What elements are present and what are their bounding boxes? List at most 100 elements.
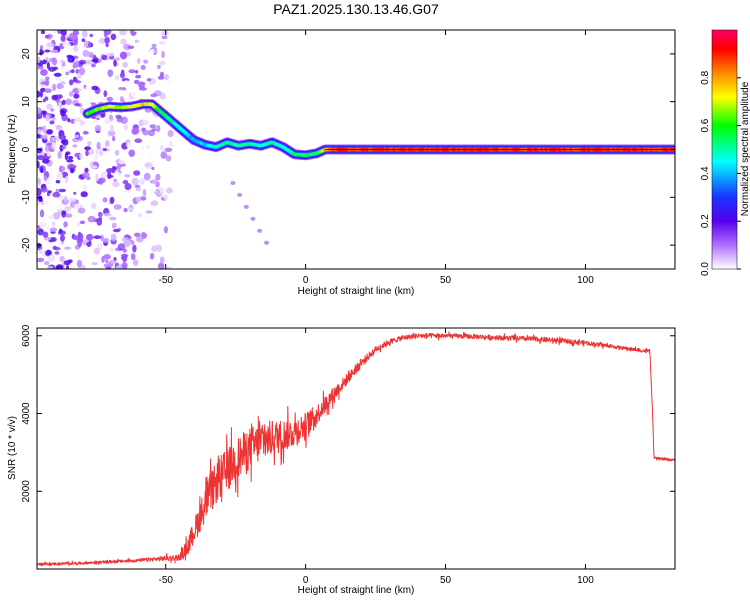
- noise-blob: [52, 245, 58, 250]
- noise-blob: [61, 99, 66, 106]
- figure-title: PAZ1.2025.130.13.46.G07: [273, 1, 439, 17]
- noise-blob: [155, 181, 160, 188]
- y-tick-label: 20: [21, 48, 32, 60]
- noise-blob: [78, 67, 86, 76]
- noise-blob: [85, 233, 94, 241]
- noise-blob: [82, 130, 89, 135]
- noise-blob: [77, 88, 82, 92]
- noise-blob: [42, 231, 49, 238]
- noise-blob: [37, 160, 40, 169]
- noise-blob: [68, 91, 74, 97]
- noise-blob: [123, 80, 130, 88]
- noise-blob: [87, 51, 94, 58]
- noise-blob: [76, 221, 81, 227]
- noise-blob: [145, 36, 151, 43]
- x-tick-label: 100: [577, 575, 594, 586]
- noise-blob: [112, 135, 116, 142]
- noise-blob: [84, 146, 91, 151]
- noise-blob: [45, 226, 50, 230]
- noise-blob: [141, 255, 146, 262]
- noise-blob: [146, 153, 155, 160]
- noise-blob: [149, 143, 157, 148]
- noise-blob: [45, 76, 50, 81]
- noise-blob: [64, 176, 69, 184]
- noise-blob: [57, 151, 62, 159]
- noise-blob: [46, 33, 53, 40]
- noise-blob: [140, 196, 147, 201]
- noise-blob: [264, 240, 269, 245]
- y-tick-label: 2000: [21, 480, 32, 503]
- noise-blob: [257, 228, 263, 233]
- noise-blob: [134, 232, 141, 237]
- noise-blob: [48, 215, 55, 220]
- noise-blob: [145, 210, 153, 214]
- noise-blob: [128, 69, 136, 74]
- noise-blob: [103, 212, 112, 217]
- noise-blob: [159, 256, 165, 265]
- noise-blob: [111, 222, 117, 229]
- noise-blob: [243, 204, 249, 209]
- noise-blob: [144, 69, 153, 74]
- noise-blob: [46, 142, 53, 147]
- noise-blob: [60, 30, 67, 36]
- y-tick-label: -20: [21, 237, 32, 252]
- noise-blob: [144, 215, 150, 221]
- noise-blob: [74, 103, 81, 107]
- noise-blob: [40, 166, 44, 174]
- noise-blob: [77, 207, 86, 214]
- noise-blob: [37, 65, 44, 70]
- noise-blob: [119, 30, 127, 36]
- noise-blob: [57, 30, 62, 34]
- noise-blob: [106, 96, 114, 102]
- noise-blob: [37, 187, 42, 196]
- noise-blob: [104, 36, 110, 44]
- noise-blob: [67, 155, 74, 160]
- noise-blob: [132, 259, 139, 267]
- noise-blob: [104, 140, 110, 147]
- noise-blob: [134, 39, 140, 43]
- noise-blob: [108, 52, 115, 57]
- noise-blob: [160, 145, 164, 151]
- noise-blob: [70, 69, 75, 74]
- noise-blob: [65, 98, 72, 105]
- noise-blob: [94, 124, 102, 132]
- noise-blob: [76, 74, 82, 79]
- noise-blob: [114, 149, 120, 156]
- noise-blob: [96, 217, 103, 226]
- x-tick-label: -50: [158, 275, 173, 286]
- noise-blob: [39, 78, 46, 82]
- noise-blob: [40, 69, 48, 76]
- noise-blob: [100, 171, 107, 180]
- noise-blob: [150, 93, 158, 98]
- noise-blob: [103, 253, 111, 260]
- noise-blob: [56, 203, 63, 209]
- noise-blob: [167, 79, 172, 85]
- noise-blob: [83, 156, 90, 162]
- noise-blob: [121, 262, 128, 269]
- x-tick-label: 0: [303, 275, 309, 286]
- noise-blob: [158, 60, 166, 66]
- noise-blob: [123, 207, 128, 213]
- noise-blob: [69, 79, 74, 86]
- spectrogram-x-label: Height of straight line (km): [298, 286, 415, 297]
- noise-blob: [109, 216, 117, 221]
- x-tick-label: 100: [577, 275, 594, 286]
- noise-blob: [37, 257, 45, 263]
- noise-blob: [149, 252, 155, 260]
- noise-blob: [105, 42, 109, 48]
- noise-blob: [144, 163, 152, 167]
- noise-blob: [109, 196, 115, 204]
- noise-blob: [82, 49, 90, 58]
- y-tick-label: 10: [21, 96, 32, 108]
- noise-blob: [91, 262, 99, 266]
- noise-blob: [73, 34, 77, 39]
- noise-blob: [37, 177, 41, 186]
- noise-blob: [64, 205, 71, 212]
- noise-blob: [102, 197, 108, 203]
- noise-blob: [112, 181, 120, 188]
- noise-blob: [127, 45, 135, 49]
- noise-blob: [79, 152, 83, 160]
- noise-blob: [93, 120, 100, 123]
- noise-blob: [63, 195, 68, 203]
- noise-blob: [149, 124, 157, 129]
